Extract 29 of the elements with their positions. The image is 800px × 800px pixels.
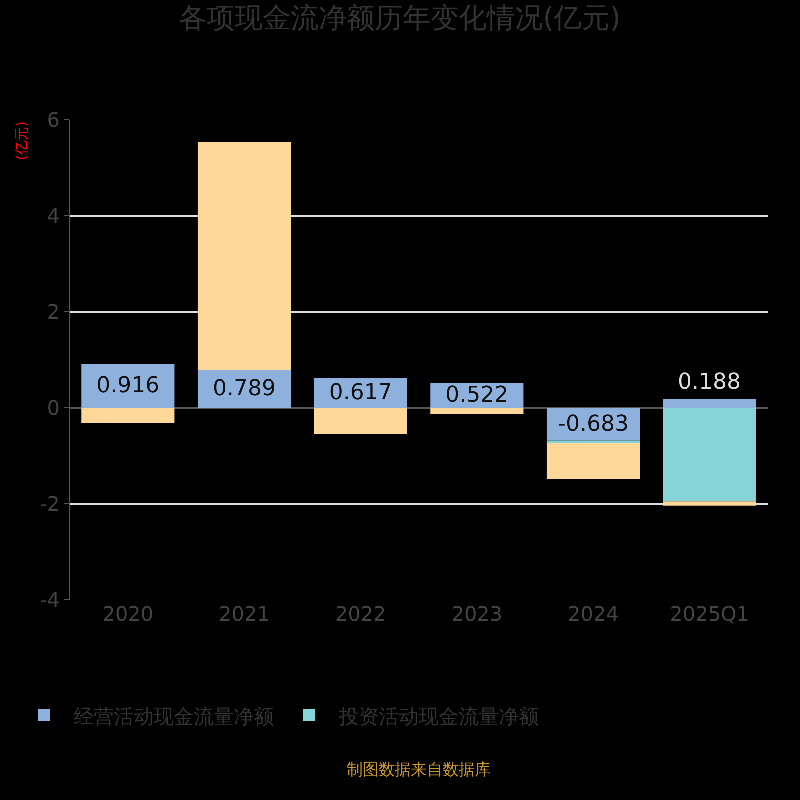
data-label: 0.789 xyxy=(213,376,276,402)
y-axis-title: (亿元) xyxy=(14,122,30,160)
text: 制图数据来自数据库 xyxy=(347,760,491,779)
data-label: 0.522 xyxy=(446,382,509,408)
bar xyxy=(198,142,292,370)
y-tick-label: 6 xyxy=(47,108,60,132)
x-tick-label: 2020 xyxy=(102,602,154,626)
x-tick-label: 2025Q1 xyxy=(670,602,750,626)
bar xyxy=(82,408,175,424)
x-tick-label: 2023 xyxy=(452,602,503,626)
bar xyxy=(314,408,408,434)
x-tick-label: 2021 xyxy=(219,602,270,626)
data-label: 0.188 xyxy=(678,370,741,395)
x-tick-label: 2022 xyxy=(335,602,386,626)
y-tick-label: -2 xyxy=(40,492,60,516)
bar xyxy=(430,408,524,414)
y-tick-label: -4 xyxy=(40,588,60,612)
y-tick-label: 0 xyxy=(47,396,60,420)
data-label: 0.916 xyxy=(96,374,160,399)
y-tick-label: 4 xyxy=(47,204,60,228)
bar xyxy=(663,502,756,506)
bar xyxy=(663,408,756,502)
bar xyxy=(82,364,175,408)
data-label: -0.683 xyxy=(558,412,629,437)
bar xyxy=(663,398,756,408)
y-tick-label: 2 xyxy=(47,300,60,324)
x-tick-label: 2024 xyxy=(568,602,619,626)
data-label: 0.617 xyxy=(329,380,392,406)
bar xyxy=(546,443,640,480)
